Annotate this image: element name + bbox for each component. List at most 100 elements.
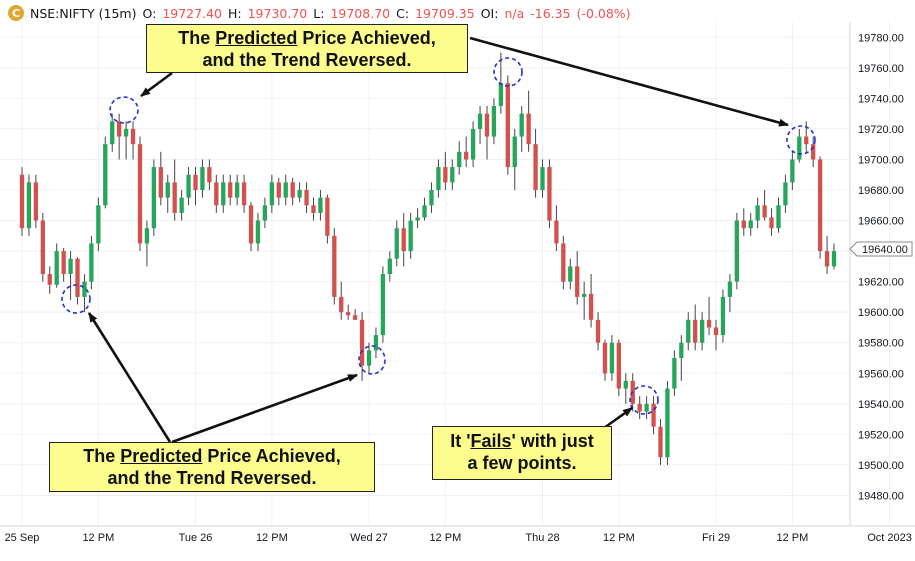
y-tick-label: 19620.00 [858, 277, 904, 289]
candle-body [54, 251, 59, 285]
close-value: 19709.35 [415, 5, 475, 21]
candle-body [193, 174, 198, 190]
candle-body [783, 182, 788, 206]
candle-body [554, 220, 559, 244]
candle-body [172, 182, 177, 213]
arrow [171, 373, 358, 444]
callout-line2: and the Trend Reversed. [202, 50, 412, 70]
candle [811, 136, 816, 168]
candle-body [470, 128, 476, 160]
candle-body [706, 319, 712, 328]
candle [658, 419, 663, 465]
candle [817, 156, 823, 259]
open-value: 19727.40 [162, 5, 222, 21]
candle [616, 339, 622, 397]
candle-body [401, 228, 406, 252]
candle [387, 251, 392, 282]
candle [75, 257, 80, 305]
candle-body [248, 205, 254, 244]
time-axis[interactable]: 25 Sep 12 PM Tue 26 12 PM Wed 27 12 PM Thu 28 1… [5, 532, 912, 544]
candle [297, 182, 302, 203]
candle [352, 309, 358, 320]
callout-line2: a few points. [467, 453, 577, 473]
candle-body [318, 197, 323, 213]
candle [484, 106, 490, 160]
candle-body [436, 167, 441, 190]
candle-body [429, 190, 434, 206]
candle-body [123, 128, 129, 137]
oi-value: n/a [504, 5, 525, 21]
y-tick-label: 19700.00 [858, 154, 904, 166]
candle-body [665, 388, 670, 458]
candle [325, 194, 330, 244]
callout-bottom-left: The Predicted Price Achieved, and the Tr… [49, 442, 375, 492]
candle [505, 75, 510, 175]
candle [526, 90, 531, 152]
candle-body [339, 296, 344, 313]
candle-body [283, 182, 288, 198]
candle-body [207, 167, 212, 183]
candle [436, 159, 441, 198]
candle-body [366, 350, 372, 366]
candle-body [811, 144, 816, 160]
candle [575, 251, 580, 305]
candle-body [817, 159, 823, 252]
exchange-logo-icon: C [8, 5, 24, 21]
candle [276, 177, 281, 206]
candle-body [582, 293, 587, 297]
candle [26, 174, 32, 236]
candle [595, 312, 601, 351]
candle-body [394, 228, 399, 259]
candle [609, 335, 615, 381]
change-value: -16.35 [530, 5, 571, 21]
candle [158, 151, 163, 206]
arrow [603, 406, 633, 430]
candle [103, 136, 108, 209]
close-label: C: [396, 5, 410, 21]
candle [450, 159, 455, 190]
candle-body [82, 281, 87, 297]
marker-circle [629, 385, 659, 415]
candle [255, 212, 261, 252]
candle-body [332, 235, 337, 297]
x-tick-label: 12 PM [256, 532, 288, 544]
candle-body [644, 403, 649, 412]
candle [380, 266, 386, 343]
candle-body [408, 220, 413, 252]
candle-body [255, 220, 261, 244]
candle [318, 190, 323, 221]
candle [117, 113, 122, 160]
x-tick-label: 12 PM [603, 532, 635, 544]
candle-body [158, 167, 163, 198]
candle-body [512, 136, 517, 168]
candle-body [540, 167, 545, 190]
candle-body [797, 136, 802, 160]
price-axis[interactable]: 19480.00 19500.00 19520.00 19540.00 19560.00… [858, 32, 904, 502]
candle-body [130, 128, 136, 145]
candle [679, 335, 684, 381]
x-tick-label: Tue 26 [179, 532, 213, 544]
candle-body [26, 182, 32, 229]
candle-body [505, 83, 510, 168]
x-tick-label: Oct 2023 [867, 532, 912, 544]
symbol-name[interactable]: NSE:NIFTY (15m) [30, 5, 137, 21]
y-tick-label: 19660.00 [858, 216, 904, 228]
candle [137, 136, 143, 252]
candle [602, 339, 608, 381]
candle [332, 228, 337, 305]
candle [193, 167, 198, 206]
candle [831, 243, 837, 270]
candle [568, 258, 573, 290]
candle [366, 342, 372, 374]
marker-circle [786, 125, 816, 155]
arrow [140, 71, 173, 98]
candle [422, 197, 427, 221]
candle [339, 281, 344, 320]
candle-body [103, 144, 108, 206]
candle-body [276, 182, 281, 198]
candle-body [325, 197, 330, 236]
candle-body [19, 174, 25, 229]
y-tick-label: 19720.00 [858, 124, 904, 136]
candle-body [47, 274, 52, 285]
